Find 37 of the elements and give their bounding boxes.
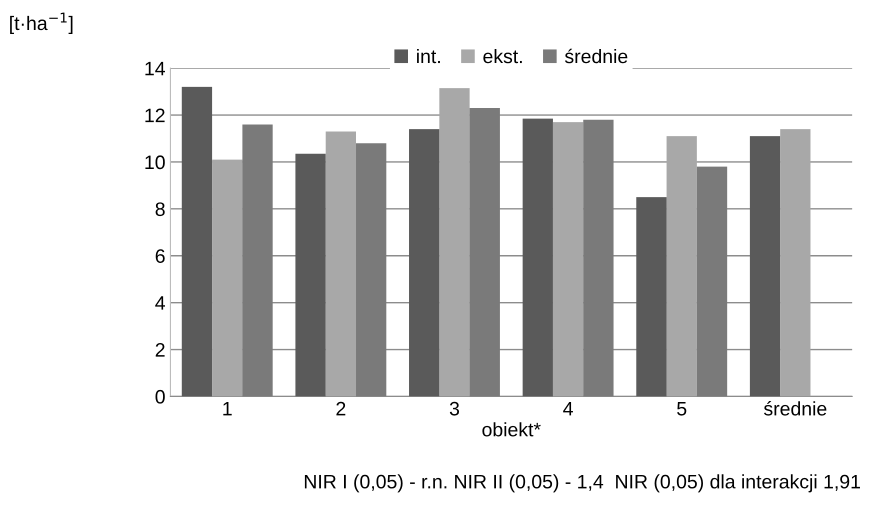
bar [696, 166, 728, 396]
x-axis-title: obiekt* [482, 422, 541, 436]
y-tick-label: 10 [145, 155, 165, 170]
bar [356, 143, 386, 396]
legend-label: int. [417, 48, 440, 64]
bar [439, 88, 470, 396]
bar [666, 136, 697, 396]
bar [242, 124, 273, 396]
legend-label: ekst. [483, 48, 522, 64]
bar [750, 136, 780, 396]
y-axis-title: [t·ha$^{−1}$] [10, 12, 72, 34]
bar [583, 120, 614, 396]
bar [636, 197, 667, 396]
y-tick-label: 12 [145, 108, 165, 122]
y-tick-label: 2 [156, 343, 165, 357]
legend-label: średnie [564, 48, 628, 64]
y-tick-label: 4 [155, 296, 165, 310]
x-tick-label: średnie [764, 401, 826, 416]
x-tick-label: 2 [336, 402, 346, 416]
y-tick-label: 6 [156, 249, 165, 263]
x-tick-label: 3 [450, 402, 460, 416]
bar [326, 131, 356, 396]
y-tick-label: 0 [156, 390, 165, 404]
bar [780, 129, 810, 396]
x-tick-label: 4 [563, 402, 573, 416]
bar [182, 86, 212, 396]
bar [295, 154, 326, 396]
x-tick-label: 5 [677, 402, 686, 416]
bar [470, 108, 500, 396]
x-tick-label: 1 [223, 402, 232, 416]
y-tick-label: 8 [156, 202, 165, 216]
bar [522, 118, 553, 396]
bar [552, 122, 584, 396]
bar [212, 160, 242, 396]
text: NIR I (0,05) - r.n. NIR II (0,05) - 1,4 NIR (0,05) dla interakcji 1,91 [304, 474, 860, 492]
y-tick-label: 14 [145, 62, 165, 76]
bar [409, 129, 440, 396]
